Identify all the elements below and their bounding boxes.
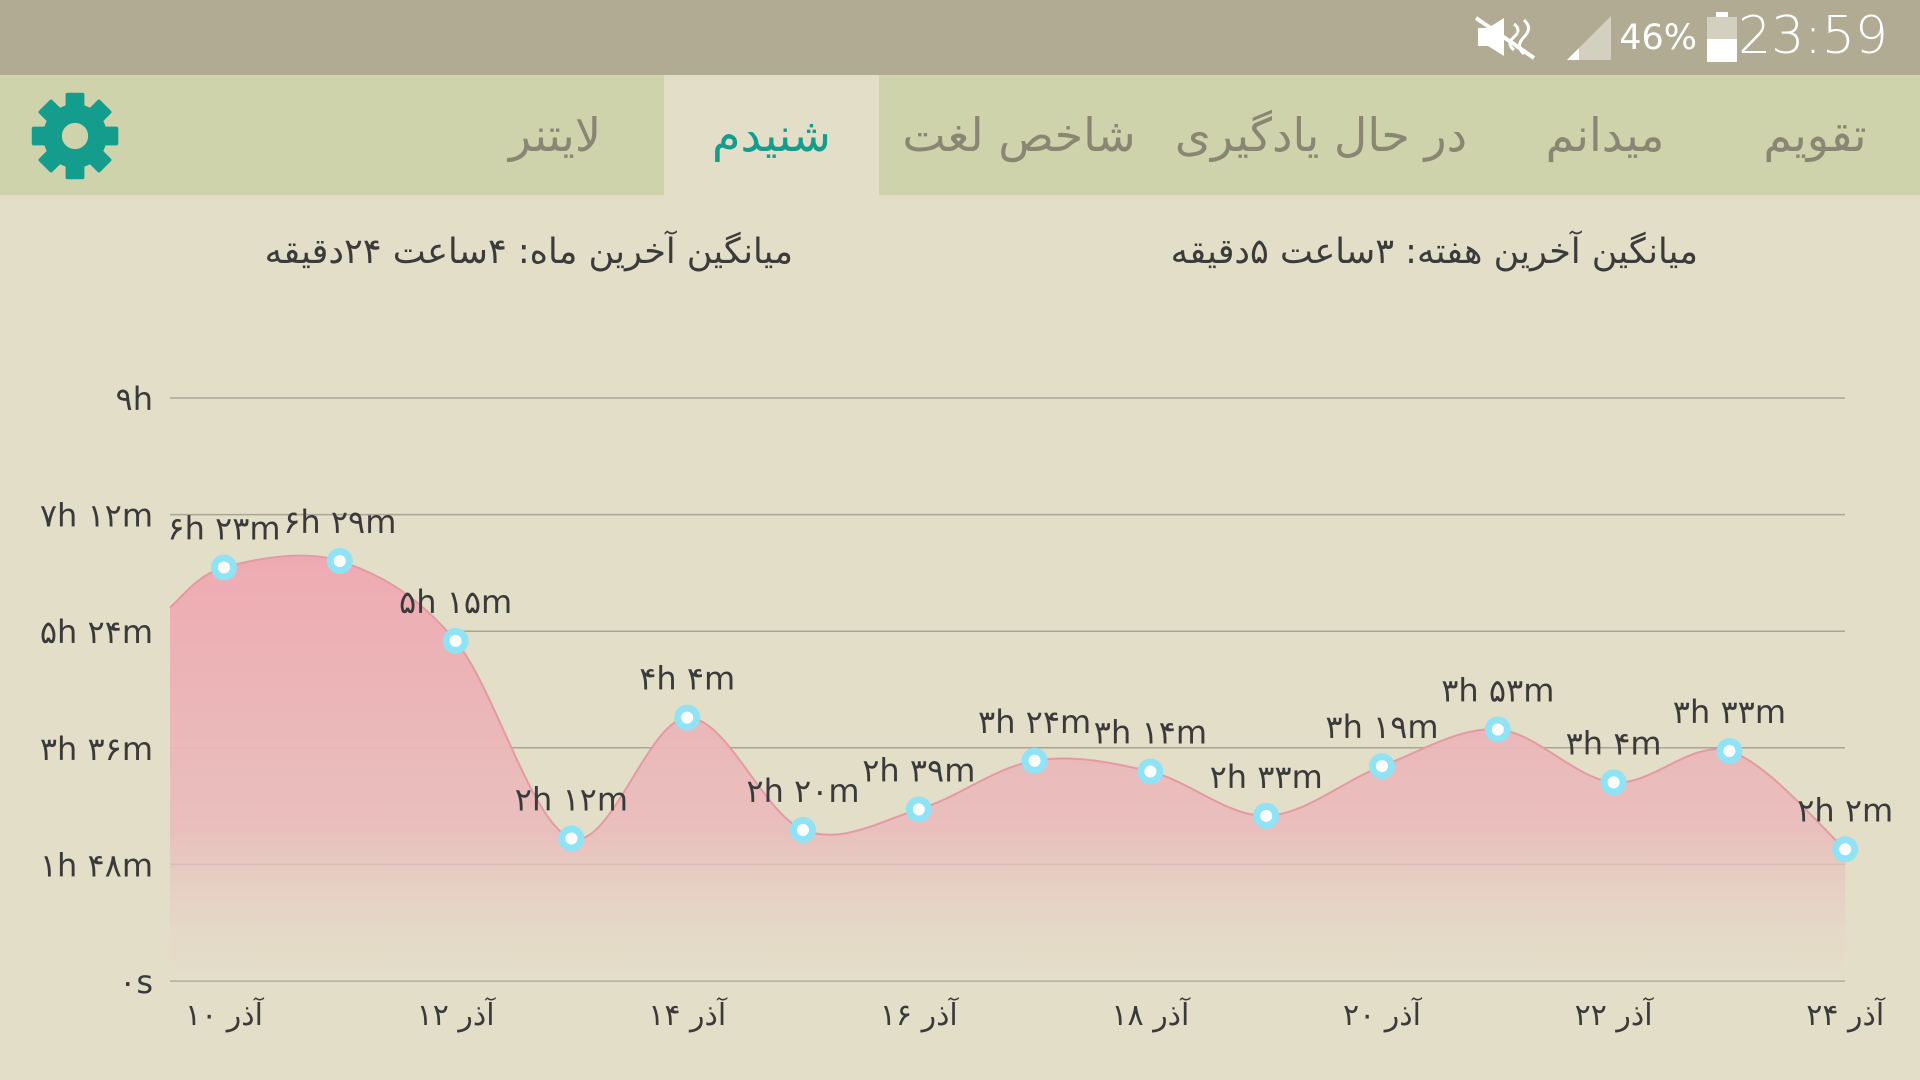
tab-lightner[interactable]: لایتنر — [508, 108, 602, 162]
week-average: میانگین آخرین هفته: ۳ساعت ۵دقیقه — [1170, 232, 1698, 272]
clock: 23:59 — [1738, 6, 1888, 66]
data-label: ۳h ۵۳m — [1441, 671, 1554, 709]
gear-icon[interactable] — [28, 89, 122, 183]
tab-learning[interactable]: در حال یادگیری — [1174, 108, 1468, 162]
data-point-center — [1028, 754, 1041, 767]
x-tick-label: ۱۲ آذر — [417, 997, 497, 1033]
y-tick-label: ۹h — [116, 380, 153, 418]
data-point-center — [1491, 723, 1504, 736]
data-label: ۶h ۲۳m — [167, 510, 280, 548]
battery-icon — [1707, 12, 1737, 62]
data-point-center — [1376, 760, 1388, 773]
data-point-center — [449, 634, 462, 647]
tab-calendar[interactable]: تقویم — [1763, 108, 1867, 162]
month-average: میانگین آخرین ماه: ۴ساعت ۲۴دقیقه — [264, 232, 793, 272]
data-label: ۲h ۲۰m — [746, 772, 859, 810]
data-label: ۲h ۲m — [1797, 791, 1893, 829]
x-tick-label: ۲۴ آذر — [1806, 997, 1886, 1033]
chart: ۰s ۱h ۴۸m ۳h ۳۶m ۵h ۲۴m ۷h ۱۲m ۹h ۱۰ آذر ۱۲ آذر… — [40, 380, 1893, 1033]
data-point-center — [565, 832, 578, 845]
x-tick-label: ۲۲ آذر — [1575, 997, 1655, 1033]
data-label: ۵h ۱۵m — [399, 583, 512, 621]
x-tick-label: ۱۸ آذر — [1111, 997, 1191, 1033]
tab-word-index[interactable]: شاخص لغت — [902, 108, 1136, 162]
data-label: ۳h ۴m — [1566, 724, 1662, 762]
signal-icon — [1567, 16, 1611, 60]
series-area — [170, 555, 1846, 981]
mute-icon — [1474, 16, 1536, 60]
y-tick-label: ۰s — [119, 963, 153, 1001]
y-tick-label: ۷h ۱۲m — [40, 497, 153, 535]
data-point-center — [1144, 765, 1157, 778]
data-point-center — [681, 711, 694, 724]
data-label: ۳h ۱۴m — [1094, 714, 1207, 752]
data-point-center — [797, 823, 809, 836]
status-bar: 46% 23:59 — [0, 0, 1920, 75]
x-tick-label: ۲۰ آذر — [1343, 997, 1423, 1033]
y-tick-label: ۵h ۲۴m — [40, 613, 153, 651]
data-point-center — [1260, 809, 1273, 822]
x-tick-label: ۱۶ آذر — [880, 997, 960, 1033]
data-point-center — [1723, 745, 1736, 758]
data-label: ۲h ۳۳m — [1210, 758, 1323, 796]
data-point-center — [912, 803, 925, 816]
series-line — [169, 554, 1846, 851]
data-label: ۲h ۳۹m — [862, 751, 975, 789]
tab-heard[interactable]: شنیدم — [664, 75, 879, 195]
data-point-center — [333, 555, 346, 568]
data-label: ۴h ۴m — [639, 660, 735, 698]
data-point-center — [218, 561, 230, 574]
y-tick-label: ۳h ۳۶m — [40, 730, 153, 768]
x-tick-label: ۱۰ آذر — [185, 997, 265, 1033]
tab-know[interactable]: میدانم — [1545, 108, 1665, 162]
data-point-center — [1607, 776, 1620, 789]
data-label: ۲h ۱۲m — [515, 780, 628, 818]
y-tick-label: ۱h ۴۸m — [40, 846, 153, 884]
x-tick-label: ۱۴ آذر — [648, 997, 728, 1033]
tab-bar: لایتنر شنیدم شاخص لغت در حال یادگیری مید… — [0, 75, 1920, 195]
data-label: ۳h ۲۴m — [978, 703, 1091, 741]
data-label: ۶h ۲۹m — [283, 503, 396, 541]
data-point-center — [1839, 843, 1852, 856]
battery-percent: 46% — [1619, 18, 1697, 58]
data-label: ۳h ۱۹m — [1325, 708, 1438, 746]
data-label: ۳h ۳۳m — [1673, 693, 1786, 731]
